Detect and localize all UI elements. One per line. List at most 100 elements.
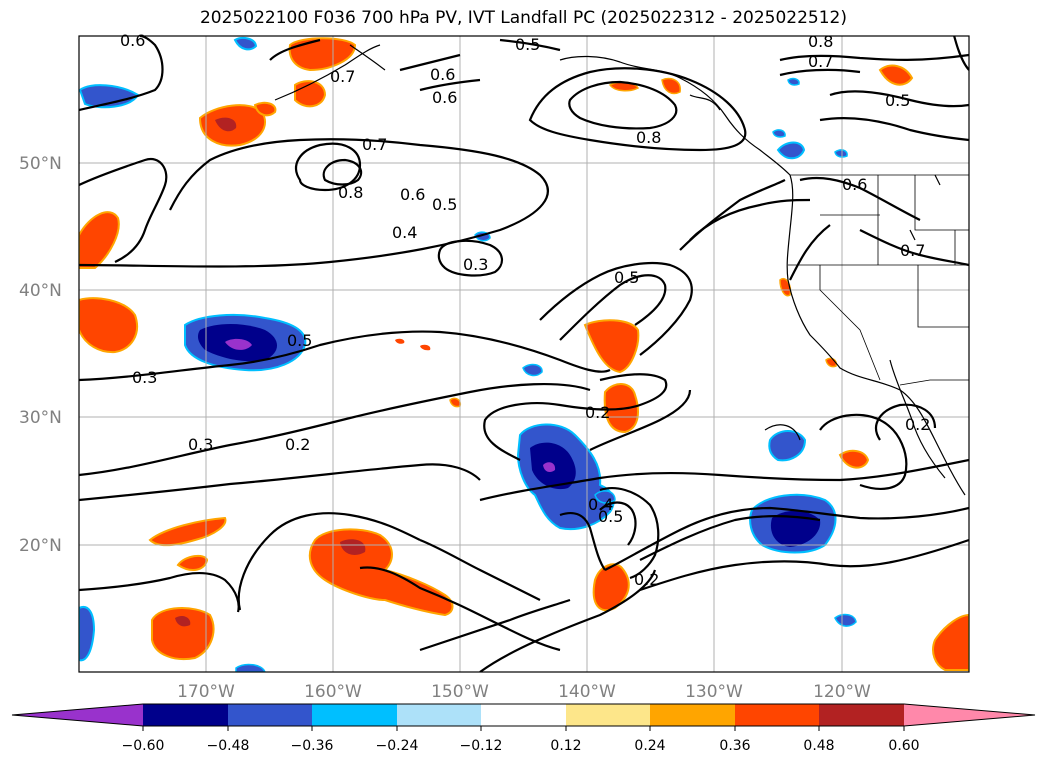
- contour-label: 0.8: [338, 183, 363, 202]
- positive-anomaly: [420, 344, 431, 351]
- lon-label-120w: 120°W: [813, 682, 871, 702]
- contour-label: 0.5: [885, 91, 910, 110]
- colorbar-extend-low: [12, 704, 143, 726]
- contour-label: 0.7: [362, 135, 387, 154]
- lon-label-160w: 160°W: [304, 682, 362, 702]
- colorbar-tick-label: 0.48: [803, 738, 834, 754]
- negative-anomaly: [772, 129, 786, 138]
- colorbar-tick-label: −0.36: [291, 738, 334, 754]
- positive-anomaly: [215, 117, 237, 132]
- contour-label: 0.5: [287, 331, 312, 350]
- colorbar-tick-label: 0.12: [550, 738, 581, 754]
- positive-anomaly: [779, 278, 792, 297]
- gridlines: [79, 36, 969, 672]
- contour-label: 0.5: [432, 195, 457, 214]
- pv-shading: [79, 37, 969, 672]
- contour-label: 0.6: [400, 185, 425, 204]
- contour-label: 0.7: [900, 241, 925, 260]
- negative-anomaly: [79, 606, 96, 662]
- contour-label: 0.5: [515, 35, 540, 54]
- colorbar-tick-label: −0.48: [207, 738, 250, 754]
- contour-label: 0.8: [808, 32, 833, 51]
- colorbar-segment: [566, 704, 650, 726]
- colorbar-tick-label: 0.36: [719, 738, 750, 754]
- positive-anomaly: [661, 77, 681, 95]
- pv-contours: [79, 36, 969, 672]
- positive-anomaly: [253, 101, 277, 117]
- contour-label: 0.7: [808, 52, 833, 71]
- positive-anomaly: [151, 607, 215, 660]
- contour-label: 0.2: [585, 403, 610, 422]
- contour-label: 0.4: [392, 223, 417, 242]
- contour-label: 0.7: [330, 67, 355, 86]
- state-borders: [788, 174, 969, 386]
- colorbar-segment: [312, 704, 397, 726]
- colorbar-extend-high: [904, 704, 1035, 726]
- contour-label: 0.2: [634, 570, 659, 589]
- lat-label-20n: 20°N: [19, 536, 62, 556]
- positive-anomaly: [395, 338, 405, 344]
- negative-anomaly: [787, 77, 800, 86]
- negative-anomaly: [594, 490, 616, 504]
- negative-anomaly: [834, 149, 848, 158]
- negative-anomaly: [543, 462, 556, 473]
- contour-label: 0.5: [614, 268, 639, 287]
- figure-title: 2025022100 F036 700 hPa PV, IVT Landfall…: [199, 8, 847, 28]
- negative-anomaly: [770, 510, 821, 547]
- negative-anomaly: [225, 338, 252, 350]
- contour-label: 0.6: [432, 88, 457, 107]
- positive-anomaly: [288, 37, 357, 72]
- colorbar-tick-label: −0.24: [376, 738, 419, 754]
- colorbar-segment: [819, 704, 904, 726]
- contour-label: 0.2: [905, 415, 930, 434]
- contour-label: 0.2: [285, 435, 310, 454]
- lon-label-170w: 170°W: [177, 682, 235, 702]
- negative-anomaly: [768, 430, 807, 462]
- positive-anomaly: [340, 539, 366, 555]
- positive-anomaly: [838, 449, 870, 469]
- negative-anomaly: [776, 141, 806, 160]
- lat-label-30n: 30°N: [19, 408, 62, 428]
- positive-anomaly: [878, 64, 914, 86]
- map-frame: [78, 35, 970, 673]
- lon-label-150w: 150°W: [431, 682, 489, 702]
- lat-label-40n: 40°N: [19, 281, 62, 301]
- colorbar-segment: [228, 704, 312, 726]
- colorbar-segment: [397, 704, 481, 726]
- positive-anomaly: [176, 554, 209, 572]
- longitude-labels: 170°W 160°W 150°W 140°W 130°W 120°W: [177, 682, 871, 702]
- contour-label: 0.4: [588, 495, 613, 514]
- colorbar-segment: [481, 704, 566, 726]
- contour-labels: 0.6 0.5 0.7 0.8 0.7 0.6 0.6 0.8 0.5 0.7 …: [120, 31, 930, 589]
- negative-anomaly: [233, 37, 258, 51]
- contour-label: 0.8: [636, 128, 661, 147]
- positive-anomaly: [592, 563, 630, 612]
- lon-label-140w: 140°W: [558, 682, 616, 702]
- positive-anomaly: [583, 319, 640, 374]
- coastlines: [274, 44, 966, 496]
- colorbar-tick-label: 0.24: [634, 738, 665, 754]
- colorbar: −0.60 −0.48 −0.36 −0.24 −0.12 0.12 0.24 …: [11, 703, 1036, 754]
- positive-anomaly: [932, 613, 969, 671]
- colorbar-tick-label: 0.60: [888, 738, 919, 754]
- contour-label: 0.6: [430, 65, 455, 84]
- contour-label: 0.6: [842, 175, 867, 194]
- contour-label: 0.3: [463, 255, 488, 274]
- colorbar-segment: [735, 704, 819, 726]
- latitude-labels: 50°N 40°N 30°N 20°N: [19, 154, 62, 556]
- colorbar-segment: [650, 704, 735, 726]
- positive-anomaly: [175, 615, 191, 627]
- contour-label: 0.5: [598, 507, 623, 526]
- colorbar-tick-label: −0.60: [122, 738, 165, 754]
- negative-anomaly: [522, 363, 543, 377]
- lon-label-130w: 130°W: [685, 682, 743, 702]
- colorbar-segment: [143, 704, 228, 726]
- positive-anomaly: [79, 297, 138, 354]
- contour-label: 0.3: [132, 368, 157, 387]
- contour-label: 0.3: [188, 435, 213, 454]
- lat-label-50n: 50°N: [19, 154, 62, 174]
- contour-label: 0.6: [120, 31, 145, 50]
- negative-anomaly: [235, 663, 266, 672]
- colorbar-tick-label: −0.12: [460, 738, 503, 754]
